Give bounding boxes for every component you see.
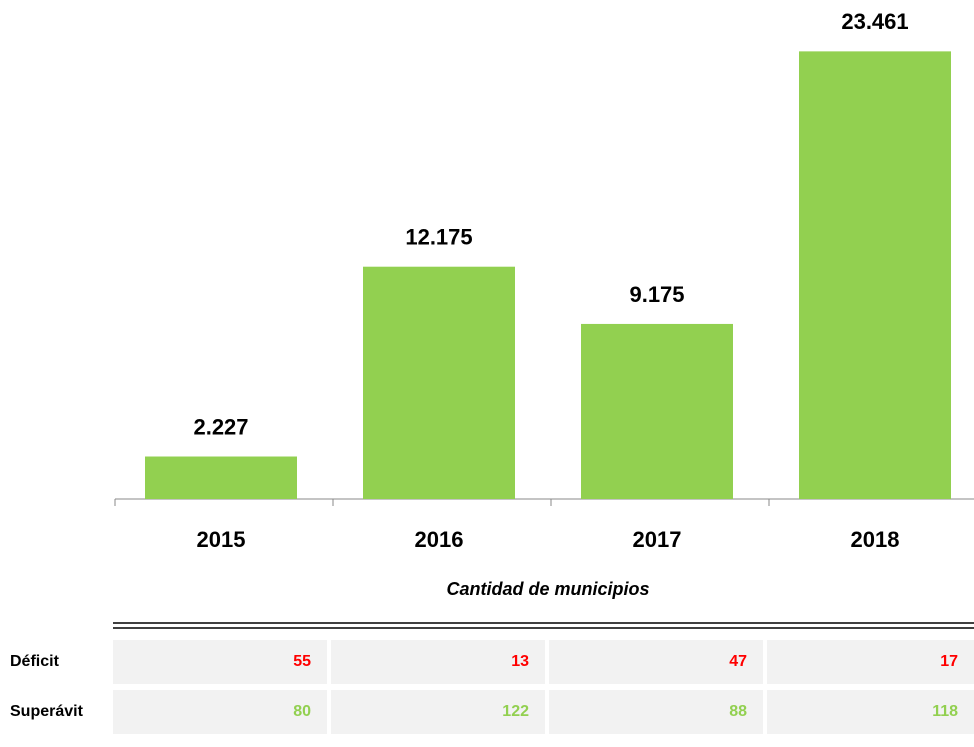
x-tick-label: 2016 xyxy=(415,527,464,552)
cell-value: 17 xyxy=(940,653,958,670)
cell-value: 122 xyxy=(502,703,529,720)
cell-value: 47 xyxy=(729,653,747,670)
bar xyxy=(145,456,297,499)
bar xyxy=(363,266,515,499)
table-cell xyxy=(549,640,763,684)
row-label: Déficit xyxy=(10,653,60,670)
cell-value: 55 xyxy=(293,653,311,670)
cell-value: 88 xyxy=(729,703,747,720)
cell-value: 80 xyxy=(293,703,311,720)
x-tick-label: 2015 xyxy=(197,527,246,552)
x-tick-label: 2017 xyxy=(633,527,682,552)
bar xyxy=(581,323,733,499)
value-label: 23.461 xyxy=(841,9,908,34)
table-cell xyxy=(113,690,327,734)
value-label: 2.227 xyxy=(193,414,248,439)
value-label: 9.175 xyxy=(629,282,684,307)
cell-value: 118 xyxy=(932,703,958,720)
table-cell xyxy=(331,690,545,734)
table-cell xyxy=(113,640,327,684)
table-cell xyxy=(767,640,974,684)
x-tick-label: 2018 xyxy=(851,527,900,552)
value-label: 12.175 xyxy=(405,225,472,250)
cell-value: 13 xyxy=(511,653,529,670)
row-label: Superávit xyxy=(10,703,84,720)
table-cell xyxy=(767,690,974,734)
table-cell xyxy=(549,690,763,734)
bar xyxy=(799,51,951,499)
table-title: Cantidad de municipios xyxy=(446,579,649,599)
table-cell xyxy=(331,640,545,684)
